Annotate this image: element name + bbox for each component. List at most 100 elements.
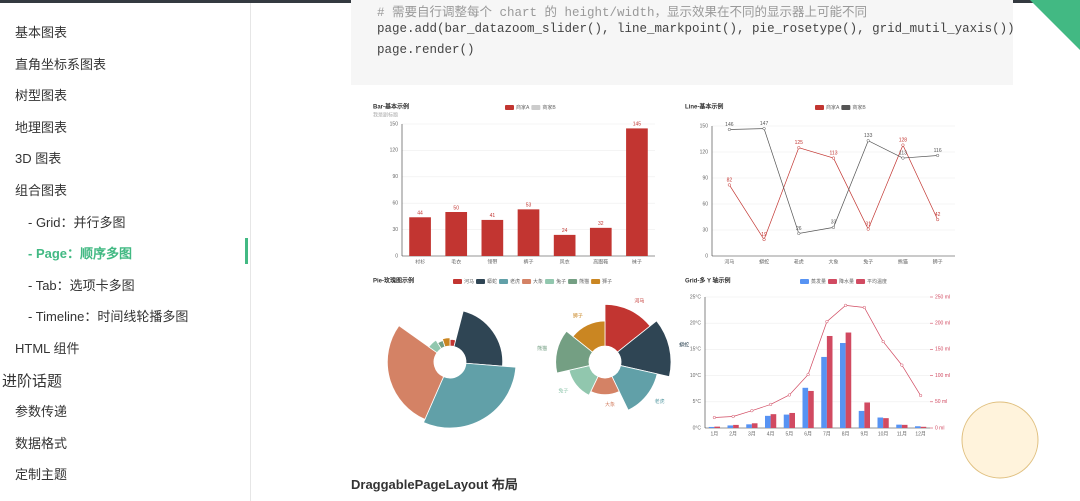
bar bbox=[765, 415, 771, 428]
y-tick-label: 60 bbox=[392, 201, 398, 207]
point bbox=[919, 393, 923, 398]
nav-item[interactable]: 3D 图表 bbox=[15, 151, 62, 167]
point bbox=[712, 415, 716, 420]
line bbox=[714, 305, 921, 418]
point bbox=[806, 373, 810, 377]
nav-item[interactable]: HTML 组件 bbox=[15, 341, 80, 356]
x-tick-label: 12月 bbox=[915, 431, 926, 437]
sidebar: 基本图表直角坐标系图表 树型图表地理图表 3D 图表组合图表 - Grid：并行多图 -… bbox=[0, 3, 251, 501]
point bbox=[936, 218, 940, 222]
value-label: 113 bbox=[899, 150, 907, 156]
rose-segment bbox=[572, 320, 606, 353]
x-tick-label: 老虎 bbox=[794, 258, 804, 265]
segment-label: 蟒蛇 bbox=[679, 341, 689, 348]
value-label: 125 bbox=[795, 140, 804, 146]
bar bbox=[840, 343, 846, 428]
value-label: 133 bbox=[864, 133, 873, 139]
nav-item[interactable]: - Grid：并行多图 bbox=[28, 214, 126, 230]
legend-label: 商家B bbox=[542, 104, 556, 111]
point bbox=[831, 156, 836, 160]
value-label: 116 bbox=[934, 148, 942, 154]
segment-label: 老虎 bbox=[655, 398, 665, 405]
code-block: # 需要自行调整每个 chart 的 height/width，显示效果在不同的… bbox=[351, 0, 1015, 85]
x-tick-label: 3月 bbox=[748, 431, 756, 437]
y-tick-label: 5°C bbox=[693, 399, 702, 405]
chart-title: Bar-基本示例 bbox=[373, 103, 409, 111]
x-tick-label: 毛衣 bbox=[451, 258, 461, 265]
y-tick-label: 60 bbox=[702, 201, 708, 207]
legend-swatch bbox=[476, 279, 486, 284]
bar bbox=[445, 212, 468, 256]
bar bbox=[858, 410, 865, 428]
legend-swatch bbox=[568, 279, 578, 284]
nav-item[interactable]: - Page：顺序多图 bbox=[28, 246, 133, 262]
y2-tick-label: 250 ml bbox=[935, 294, 950, 300]
legend-label: 降水量 bbox=[839, 278, 854, 285]
y2-tick-label: 50 ml bbox=[935, 399, 947, 405]
segment-label: 狮子 bbox=[573, 312, 583, 319]
point bbox=[787, 393, 791, 397]
value-label: 128 bbox=[899, 137, 908, 143]
legend-label: 蒸发量 bbox=[811, 278, 826, 285]
bar bbox=[553, 234, 576, 256]
bar bbox=[826, 335, 833, 428]
x-tick-label: 5月 bbox=[785, 431, 793, 437]
point bbox=[866, 227, 870, 231]
legend-swatch bbox=[505, 105, 514, 110]
y-tick-label: 10°C bbox=[690, 373, 702, 379]
segment-label: 大象 bbox=[605, 401, 615, 408]
nav-item[interactable]: - Tab：选项卡多图 bbox=[28, 277, 135, 293]
value-label: 113 bbox=[830, 150, 838, 156]
point bbox=[881, 339, 885, 344]
value-label: 147 bbox=[760, 121, 769, 127]
bar bbox=[589, 227, 612, 256]
nav-item[interactable]: 组合图表 bbox=[15, 183, 68, 198]
point bbox=[936, 153, 940, 158]
legend-swatch bbox=[591, 279, 601, 284]
nav-item[interactable]: - Timeline：时间线轮播多图 bbox=[28, 309, 189, 325]
nav-item[interactable]: 定制主题 bbox=[15, 467, 68, 483]
value-label: 19 bbox=[761, 232, 767, 238]
point bbox=[797, 231, 801, 236]
segment-label: 河马 bbox=[634, 297, 644, 304]
nav-item[interactable]: 树型图表 bbox=[15, 88, 68, 104]
x-tick-label: 衬衫 bbox=[415, 258, 425, 265]
x-tick-label: 1月 bbox=[710, 431, 718, 437]
bar bbox=[845, 332, 852, 428]
nav-item[interactable]: 参数传递 bbox=[15, 404, 68, 420]
nav-item[interactable]: 基本图表 bbox=[15, 25, 68, 40]
legend-swatch bbox=[841, 105, 851, 110]
y-tick-label: 0°C bbox=[693, 425, 702, 431]
legend-label: 河马 bbox=[464, 278, 474, 285]
y-tick-label: 90 bbox=[392, 174, 398, 180]
bar bbox=[409, 217, 431, 256]
value-label: 145 bbox=[633, 122, 642, 128]
nav-item[interactable]: 进阶话题 bbox=[2, 372, 63, 390]
bar bbox=[920, 426, 927, 428]
nav-item[interactable]: 数据格式 bbox=[15, 435, 68, 451]
legend-label: 商家B bbox=[852, 104, 866, 111]
nav-item[interactable]: 直角坐标系图表 bbox=[15, 56, 107, 72]
value-label: 31 bbox=[865, 221, 871, 227]
mascot bbox=[961, 401, 1039, 479]
code-line: # 需要自行调整每个 chart 的 height/width，显示效果在不同的… bbox=[377, 6, 868, 20]
point bbox=[901, 156, 905, 160]
y-tick-label: 15°C bbox=[690, 347, 702, 353]
x-tick-label: 领带 bbox=[487, 258, 497, 265]
nav-item[interactable]: 地理图表 bbox=[15, 119, 68, 135]
legend-label: 商家A bbox=[516, 104, 530, 111]
legend-swatch bbox=[828, 279, 838, 284]
point bbox=[762, 237, 766, 242]
x-tick-label: 蟒蛇 bbox=[759, 258, 769, 265]
legend-label: 商家A bbox=[826, 104, 840, 111]
rose-segment bbox=[386, 325, 444, 420]
point bbox=[762, 127, 766, 131]
x-tick-label: 7月 bbox=[823, 431, 831, 437]
y-tick-label: 120 bbox=[390, 148, 399, 154]
chart-title: Grid-多 Y 轴示例 bbox=[685, 277, 731, 285]
y2-tick-label: 100 ml bbox=[935, 373, 950, 379]
y2-tick-label: 200 ml bbox=[935, 321, 950, 327]
point bbox=[750, 409, 754, 413]
